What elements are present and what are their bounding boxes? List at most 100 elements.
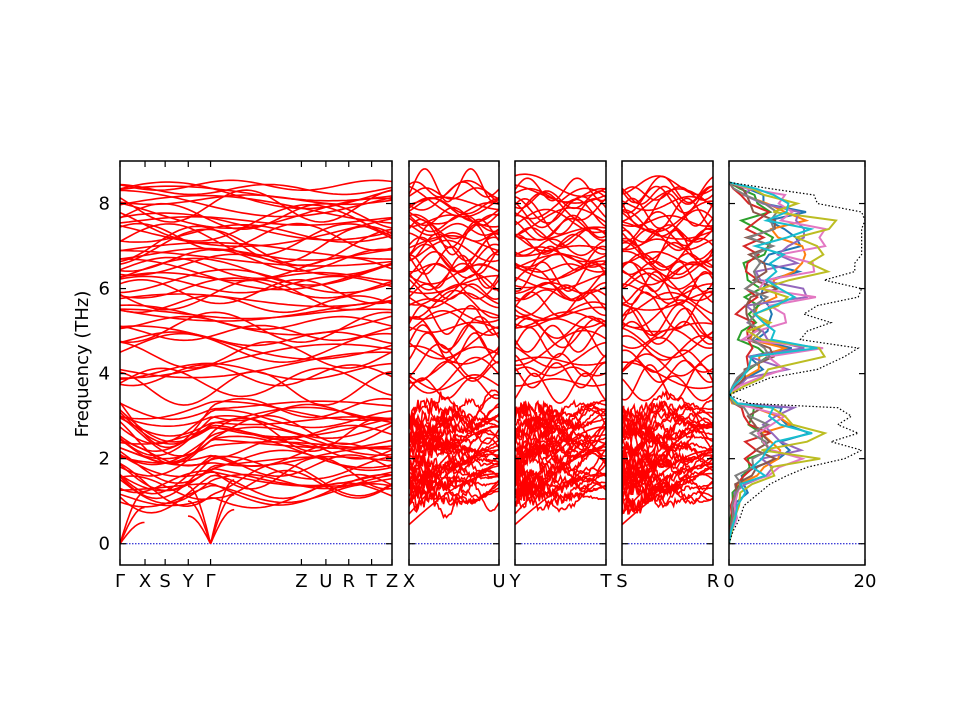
band-panel-4 bbox=[622, 175, 713, 545]
acoustic-branch bbox=[622, 426, 713, 504]
phonon-band bbox=[120, 332, 392, 364]
phonon-band bbox=[515, 184, 606, 204]
acoustic-branch bbox=[187, 485, 212, 544]
phonon-band bbox=[515, 190, 606, 210]
phonon-band bbox=[515, 324, 606, 353]
phonon-band bbox=[622, 410, 713, 459]
acoustic-branch bbox=[622, 472, 713, 526]
phonon-band bbox=[622, 252, 713, 268]
phonon-band bbox=[622, 307, 713, 339]
phonon-band bbox=[409, 393, 499, 434]
phonon-band bbox=[409, 181, 499, 198]
y-tick-label: 6 bbox=[99, 279, 110, 300]
phonon-band bbox=[120, 304, 392, 336]
phonon-band bbox=[409, 343, 499, 379]
phonon-band bbox=[120, 400, 392, 421]
phonon-band bbox=[120, 351, 392, 379]
acoustic-branch bbox=[120, 506, 145, 545]
acoustic-branch bbox=[409, 472, 499, 526]
phonon-band bbox=[409, 389, 499, 431]
acoustic-branch bbox=[409, 426, 499, 504]
phonon-band bbox=[409, 274, 499, 295]
phonon-band bbox=[409, 291, 499, 309]
phonon-band bbox=[409, 400, 499, 434]
partial-dos-curve bbox=[729, 181, 838, 544]
phonon-band bbox=[120, 277, 392, 299]
phonon-band bbox=[622, 185, 713, 206]
phonon-band bbox=[515, 233, 606, 255]
phonon-band bbox=[120, 217, 392, 248]
phonon-band bbox=[409, 397, 499, 430]
y-tick-label: 4 bbox=[99, 364, 110, 385]
phonon-band bbox=[120, 367, 392, 398]
phonon-band bbox=[515, 329, 606, 367]
band-panel-3 bbox=[515, 173, 606, 545]
phonon-band bbox=[409, 222, 499, 237]
phonon-band bbox=[622, 349, 713, 373]
phonon-band bbox=[409, 283, 499, 306]
phonon-band bbox=[515, 173, 606, 198]
phonon-band bbox=[120, 325, 392, 360]
high-symmetry-label: Y bbox=[509, 571, 522, 592]
phonon-band bbox=[409, 360, 499, 383]
phonon-band bbox=[120, 454, 392, 488]
phonon-band bbox=[622, 299, 713, 329]
phonon-band bbox=[622, 423, 713, 471]
phonon-band bbox=[120, 248, 392, 273]
phonon-band bbox=[120, 311, 392, 344]
phonon-band bbox=[409, 197, 499, 215]
phonon-band bbox=[515, 306, 606, 322]
acoustic-branch bbox=[515, 472, 606, 526]
high-symmetry-label: Z bbox=[386, 571, 398, 592]
acoustic-branch bbox=[120, 491, 145, 544]
phonon-band bbox=[120, 340, 392, 369]
phonon-band bbox=[622, 175, 713, 196]
phonon-band bbox=[409, 427, 499, 473]
high-symmetry-label: X bbox=[139, 571, 151, 592]
band-panel-frame bbox=[119, 160, 393, 566]
phonon-band bbox=[409, 324, 499, 354]
band-panel-1 bbox=[120, 179, 392, 545]
high-symmetry-label: S bbox=[159, 571, 170, 592]
dos-panel-frame bbox=[728, 160, 866, 566]
acoustic-branch bbox=[515, 449, 606, 515]
acoustic-branch bbox=[209, 494, 235, 544]
phonon-band bbox=[515, 372, 606, 404]
phonon-band bbox=[622, 272, 713, 290]
phonon-band bbox=[515, 273, 606, 291]
phonon-band bbox=[409, 484, 499, 508]
phonon-band bbox=[515, 362, 606, 389]
phonon-band bbox=[622, 241, 713, 260]
phonon-band bbox=[120, 215, 392, 227]
phonon-band bbox=[409, 326, 499, 360]
phonon-band bbox=[515, 226, 606, 241]
phonon-band bbox=[120, 212, 392, 241]
phonon-band bbox=[515, 246, 606, 263]
phonon-band bbox=[120, 415, 392, 457]
phonon-band bbox=[622, 359, 713, 384]
phonon-band bbox=[622, 186, 713, 201]
phonon-band bbox=[622, 335, 713, 361]
high-symmetry-label: S bbox=[616, 571, 627, 592]
acoustic-branch bbox=[209, 508, 235, 545]
phonon-band bbox=[120, 223, 392, 257]
phonon-band bbox=[622, 224, 713, 243]
phonon-band bbox=[515, 267, 606, 302]
phonon-band bbox=[622, 320, 713, 345]
plot-data-layer bbox=[120, 167, 865, 545]
phonon-band bbox=[515, 318, 606, 329]
phonon-band bbox=[120, 275, 392, 294]
phonon-band bbox=[120, 397, 392, 449]
phonon-band bbox=[622, 210, 713, 243]
phonon-band bbox=[409, 213, 499, 233]
phonon-band bbox=[622, 336, 713, 373]
dos-x-tick-label: 20 bbox=[854, 571, 877, 592]
phonon-band bbox=[622, 251, 713, 266]
acoustic-branch bbox=[209, 479, 235, 544]
phonon-band bbox=[515, 263, 606, 273]
high-symmetry-label: Z bbox=[295, 571, 307, 592]
phonon-band bbox=[120, 400, 392, 421]
phonon-band bbox=[120, 462, 392, 508]
